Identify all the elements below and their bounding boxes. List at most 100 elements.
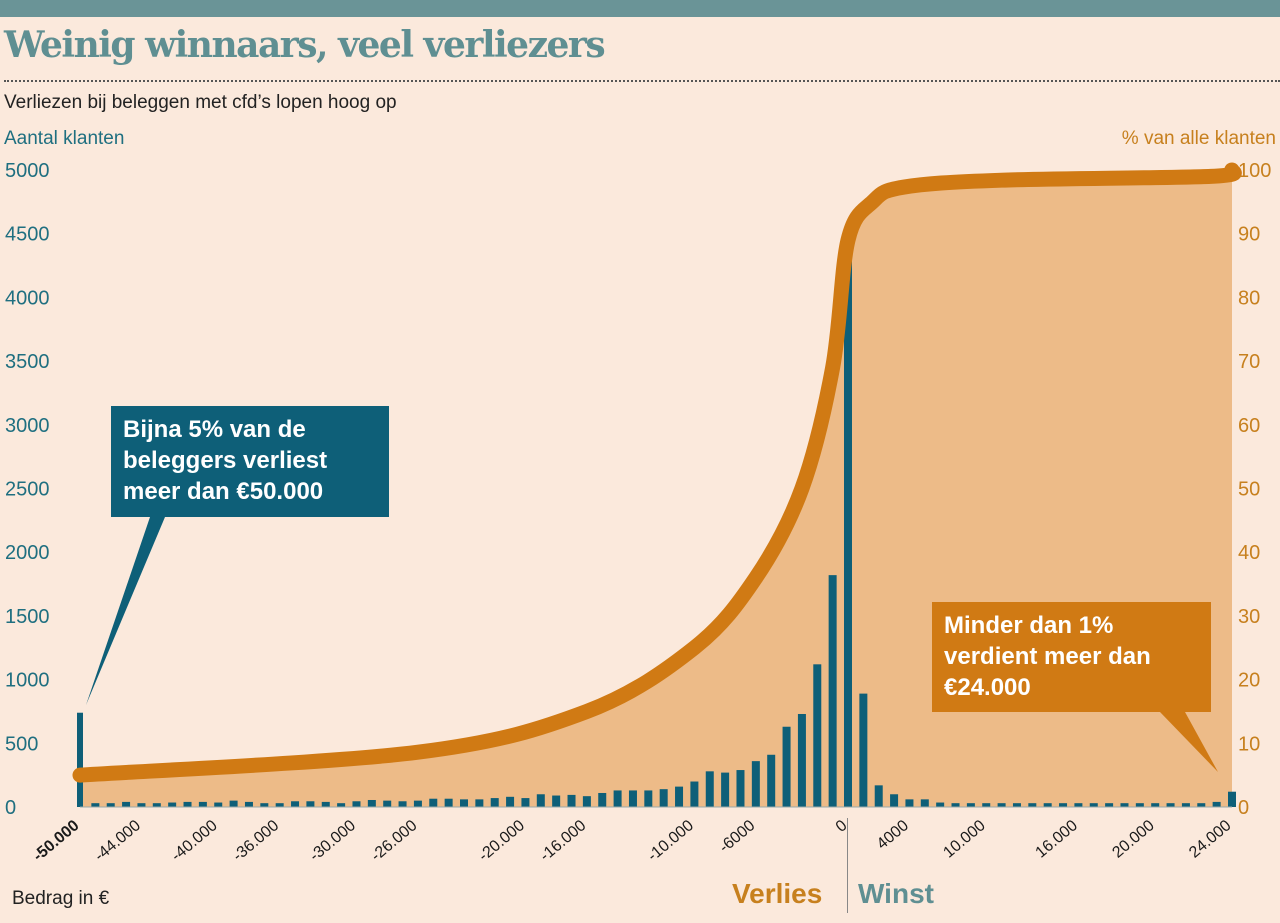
- y2-tick-label: 60: [1238, 415, 1260, 437]
- bar-1: [91, 803, 100, 807]
- bar-41: [705, 771, 714, 807]
- bar-67: [1105, 803, 1114, 807]
- bar-21: [398, 801, 407, 807]
- bar-54: [905, 799, 914, 807]
- cumulative-line: [72, 162, 1242, 783]
- bar-19: [367, 799, 376, 807]
- bar-24: [444, 798, 453, 807]
- y-tick-label: 3000: [5, 415, 50, 437]
- bar-27: [490, 798, 499, 807]
- bar-7: [183, 801, 192, 807]
- bar-28: [506, 796, 515, 807]
- bar-66: [1089, 803, 1098, 807]
- annotation-winners: Minder dan 1% verdient meer dan €24.000: [932, 602, 1211, 712]
- chart-subtitle: Verliezen bij beleggen met cfd’s lopen h…: [4, 92, 397, 113]
- y-axis-label: Aantal klanten: [4, 128, 125, 149]
- bar-58: [966, 803, 975, 807]
- bar-4: [137, 803, 146, 807]
- x-tick-label: -10.000: [644, 817, 697, 865]
- bar-26: [475, 799, 484, 807]
- bar-59: [982, 803, 991, 807]
- bar-10: [229, 800, 238, 807]
- bar-22: [413, 800, 422, 807]
- bar-25: [460, 799, 468, 807]
- y-tick-label: 1000: [5, 670, 50, 692]
- y-tick-label: 0: [5, 797, 16, 819]
- y-tick-label: 2500: [5, 479, 50, 501]
- x-tick-label: -20.000: [476, 817, 529, 865]
- bar-30: [536, 794, 545, 807]
- y2-tick-label: 90: [1238, 224, 1260, 246]
- x-tick-label: 10.000: [940, 817, 988, 862]
- y-tick-label: 3500: [5, 351, 50, 373]
- bar-56: [936, 802, 945, 807]
- bar-46: [782, 726, 791, 807]
- bar-64: [1059, 803, 1068, 807]
- bar-0: [77, 712, 83, 807]
- x-tick-label: 16.000: [1033, 817, 1081, 862]
- y2-tick-label: 10: [1238, 733, 1260, 755]
- y-tick-label: 2000: [5, 542, 50, 564]
- bar-35: [613, 790, 622, 807]
- bar-55: [920, 799, 929, 807]
- loss-gain-separator: [847, 818, 848, 913]
- x-tick-label: -6000: [716, 817, 758, 856]
- annotation-winners-pointer: [1160, 712, 1218, 772]
- x-tick-label: -36.000: [230, 817, 283, 865]
- bar-51: [859, 693, 868, 807]
- bar-73: [1197, 803, 1206, 807]
- bar-17: [337, 803, 346, 807]
- x-tick-label: -40.000: [168, 817, 221, 865]
- y-tick-label: 4500: [5, 224, 50, 246]
- bar-18: [352, 801, 361, 807]
- bar-47: [797, 713, 806, 807]
- x-tick-label: -30.000: [307, 817, 360, 865]
- bar-50: [844, 252, 852, 807]
- y2-tick-label: 20: [1238, 670, 1260, 692]
- bar-13: [275, 803, 284, 807]
- bar-9: [214, 802, 223, 807]
- bar-48: [813, 664, 822, 807]
- y2-tick-label: 40: [1238, 542, 1260, 564]
- y2-tick-label: 30: [1238, 606, 1260, 628]
- bar-36: [628, 790, 637, 807]
- x-tick-label: -26.000: [368, 817, 421, 865]
- bar-32: [567, 794, 576, 807]
- bar-5: [152, 803, 161, 807]
- bar-60: [997, 803, 1006, 807]
- x-tick-label: -44.000: [92, 817, 145, 865]
- bar-31: [552, 795, 561, 807]
- bar-43: [736, 770, 745, 807]
- y2-tick-label: 50: [1238, 479, 1260, 501]
- bar-16: [321, 801, 330, 807]
- bar-45: [767, 754, 776, 807]
- bar-70: [1151, 803, 1160, 807]
- bar-65: [1074, 803, 1083, 807]
- y-tick-label: 1500: [5, 606, 50, 628]
- bar-75: [1228, 791, 1236, 807]
- bar-3: [122, 801, 131, 807]
- bar-15: [306, 801, 315, 807]
- bar-29: [521, 798, 530, 807]
- y-tick-label: 5000: [5, 160, 50, 182]
- bar-53: [890, 794, 899, 807]
- bar-42: [721, 772, 730, 807]
- x-tick-label: 24.000: [1186, 817, 1234, 862]
- y2-axis-label: % van alle klanten: [1121, 128, 1276, 149]
- x-tick-label: -16.000: [537, 817, 590, 865]
- bar-20: [383, 800, 392, 807]
- bar-34: [598, 792, 607, 807]
- bar-61: [1012, 803, 1021, 807]
- bar-71: [1166, 803, 1175, 807]
- x-tick-label: -50.000: [30, 817, 83, 865]
- bar-2: [106, 803, 115, 807]
- chart-title: Weinig winnaars, veel verliezers: [4, 24, 606, 66]
- bar-33: [582, 796, 591, 807]
- x-axis-label: Bedrag in €: [12, 888, 110, 909]
- bar-63: [1043, 803, 1052, 807]
- legend-loss: Verlies: [732, 878, 823, 909]
- bar-68: [1120, 803, 1129, 807]
- bar-57: [951, 803, 960, 807]
- bar-37: [644, 790, 653, 807]
- y-tick-label: 500: [5, 733, 38, 755]
